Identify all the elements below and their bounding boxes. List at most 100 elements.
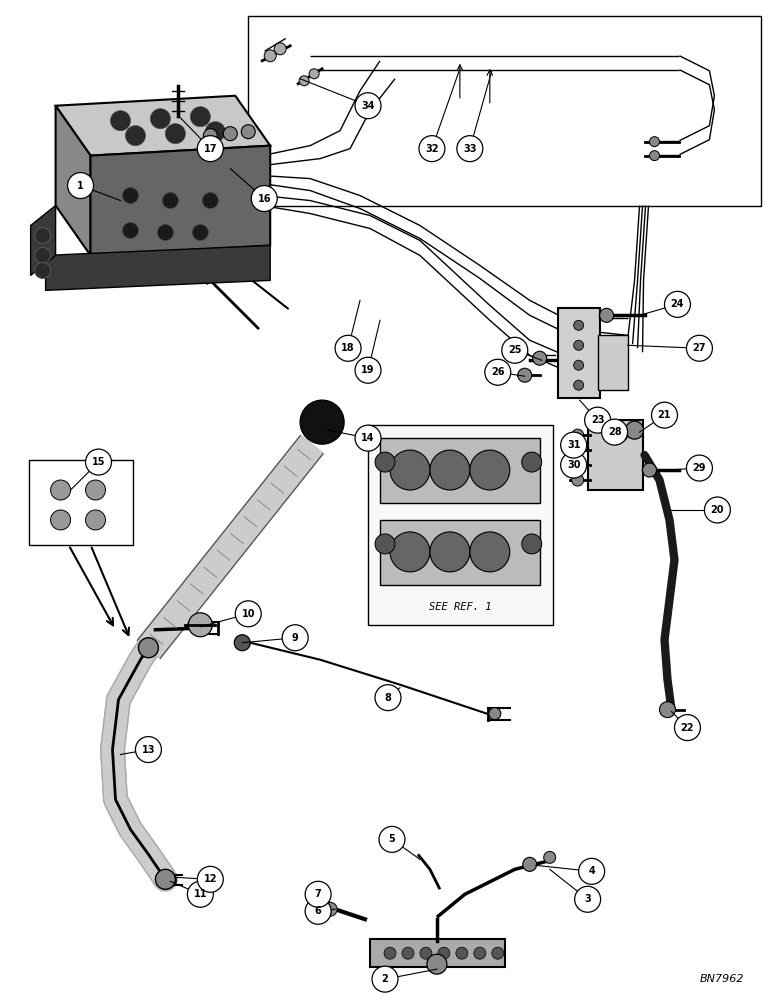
Bar bbox=[557, 308, 600, 398]
Text: 16: 16 bbox=[258, 194, 271, 204]
Circle shape bbox=[584, 407, 611, 433]
Text: 3: 3 bbox=[584, 894, 591, 904]
Circle shape bbox=[649, 137, 659, 147]
Circle shape bbox=[309, 69, 319, 79]
Circle shape bbox=[375, 452, 395, 472]
Circle shape bbox=[704, 497, 730, 523]
Circle shape bbox=[686, 335, 713, 361]
Polygon shape bbox=[56, 106, 90, 255]
Circle shape bbox=[390, 532, 430, 572]
Text: 26: 26 bbox=[491, 367, 505, 377]
Circle shape bbox=[502, 337, 528, 363]
Circle shape bbox=[355, 425, 381, 451]
Circle shape bbox=[518, 368, 532, 382]
Text: 32: 32 bbox=[425, 144, 438, 154]
Circle shape bbox=[157, 224, 174, 240]
Circle shape bbox=[375, 534, 395, 554]
Circle shape bbox=[300, 400, 344, 444]
Circle shape bbox=[390, 450, 430, 490]
Circle shape bbox=[355, 357, 381, 383]
Circle shape bbox=[86, 480, 106, 500]
Circle shape bbox=[686, 455, 713, 481]
Circle shape bbox=[242, 125, 256, 139]
Circle shape bbox=[375, 685, 401, 711]
Circle shape bbox=[625, 421, 644, 439]
Text: 12: 12 bbox=[204, 874, 217, 884]
Circle shape bbox=[457, 136, 482, 162]
Circle shape bbox=[456, 947, 468, 959]
Circle shape bbox=[649, 151, 659, 161]
Text: 8: 8 bbox=[384, 693, 391, 703]
Text: 17: 17 bbox=[204, 144, 217, 154]
Text: 15: 15 bbox=[92, 457, 105, 467]
Text: 11: 11 bbox=[194, 889, 207, 899]
Bar bbox=[29, 460, 134, 545]
Circle shape bbox=[35, 247, 51, 263]
Circle shape bbox=[615, 429, 628, 441]
Circle shape bbox=[305, 898, 331, 924]
Circle shape bbox=[659, 702, 676, 718]
Circle shape bbox=[574, 340, 584, 350]
Text: 24: 24 bbox=[671, 299, 684, 309]
Circle shape bbox=[579, 858, 604, 884]
Circle shape bbox=[571, 429, 584, 441]
Bar bbox=[380, 520, 540, 585]
Circle shape bbox=[470, 532, 510, 572]
Text: 33: 33 bbox=[463, 144, 476, 154]
Circle shape bbox=[283, 625, 308, 651]
Circle shape bbox=[188, 881, 213, 907]
Text: BN7962: BN7962 bbox=[700, 974, 744, 984]
Text: 9: 9 bbox=[292, 633, 299, 643]
Circle shape bbox=[205, 122, 225, 142]
Circle shape bbox=[202, 193, 218, 209]
Circle shape bbox=[138, 638, 158, 658]
Circle shape bbox=[474, 947, 486, 959]
Circle shape bbox=[335, 335, 361, 361]
Circle shape bbox=[574, 360, 584, 370]
Circle shape bbox=[523, 857, 537, 871]
Circle shape bbox=[126, 126, 145, 146]
Circle shape bbox=[427, 954, 447, 974]
Circle shape bbox=[162, 193, 178, 209]
Circle shape bbox=[355, 93, 381, 119]
Bar bbox=[249, 16, 761, 206]
Text: 18: 18 bbox=[341, 343, 355, 353]
Circle shape bbox=[86, 510, 106, 530]
Circle shape bbox=[379, 826, 405, 852]
Bar bbox=[370, 939, 505, 967]
Circle shape bbox=[223, 127, 237, 141]
Text: 7: 7 bbox=[315, 889, 321, 899]
Circle shape bbox=[51, 510, 70, 530]
Circle shape bbox=[191, 107, 210, 127]
Circle shape bbox=[560, 452, 587, 478]
Text: 10: 10 bbox=[242, 609, 255, 619]
Polygon shape bbox=[56, 96, 270, 156]
Text: 27: 27 bbox=[692, 343, 706, 353]
Text: 29: 29 bbox=[692, 463, 706, 473]
Circle shape bbox=[419, 136, 445, 162]
Circle shape bbox=[323, 902, 337, 916]
Circle shape bbox=[164, 874, 176, 886]
Text: 2: 2 bbox=[381, 974, 388, 984]
Circle shape bbox=[571, 474, 584, 486]
Circle shape bbox=[264, 50, 276, 62]
Text: 21: 21 bbox=[658, 410, 671, 420]
Circle shape bbox=[543, 851, 556, 863]
Circle shape bbox=[470, 450, 510, 490]
Text: 14: 14 bbox=[361, 433, 374, 443]
Polygon shape bbox=[46, 245, 270, 290]
Text: 31: 31 bbox=[567, 440, 581, 450]
Circle shape bbox=[192, 224, 208, 240]
Circle shape bbox=[665, 291, 690, 317]
Circle shape bbox=[560, 432, 587, 458]
Circle shape bbox=[305, 881, 331, 907]
Text: 20: 20 bbox=[711, 505, 724, 515]
Circle shape bbox=[251, 186, 277, 212]
Circle shape bbox=[203, 129, 217, 143]
Circle shape bbox=[68, 173, 93, 199]
Circle shape bbox=[533, 351, 547, 365]
Text: 28: 28 bbox=[608, 427, 621, 437]
Circle shape bbox=[489, 708, 501, 720]
Circle shape bbox=[571, 459, 584, 471]
Circle shape bbox=[235, 601, 261, 627]
